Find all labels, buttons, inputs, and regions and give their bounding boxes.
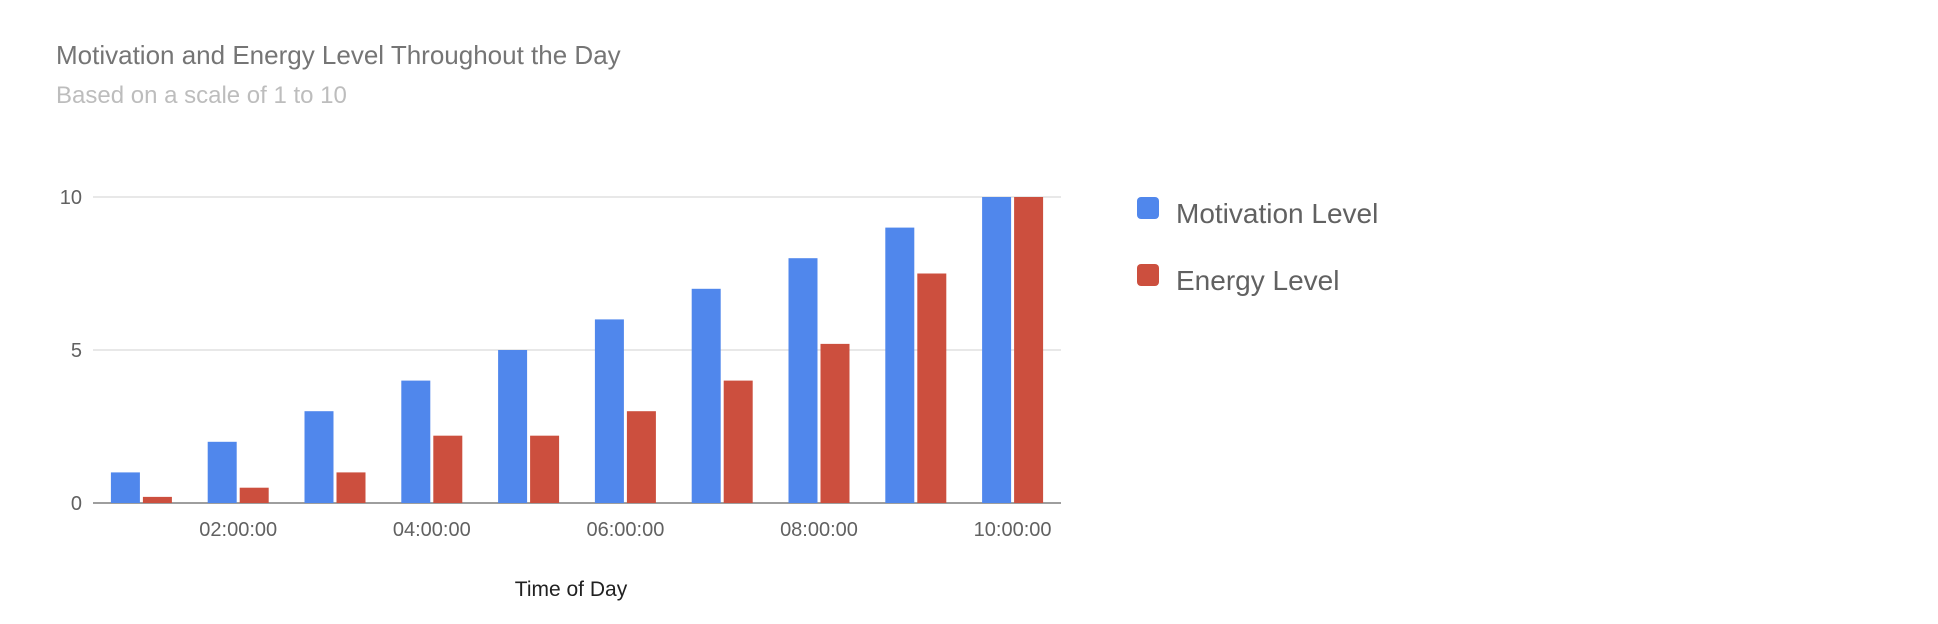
bar-motivation[interactable]	[594, 319, 624, 503]
bar-energy[interactable]	[530, 435, 560, 503]
x-axis-title: Time of Day	[515, 578, 628, 601]
bar-motivation[interactable]	[982, 197, 1012, 503]
legend-label-energy: Energy Level	[1176, 265, 1340, 296]
chart-title: Motivation and Energy Level Throughout t…	[56, 40, 621, 70]
x-tick-label: 04:00:00	[393, 519, 471, 541]
legend-item-energy[interactable]: Energy Level	[1137, 261, 1378, 301]
y-axis-ticks: 0 5 10	[60, 187, 82, 515]
y-tick-label: 0	[71, 493, 82, 515]
x-tick-label: 06:00:00	[586, 519, 664, 541]
x-tick-label: 02:00:00	[199, 519, 277, 541]
chart-subtitle: Based on a scale of 1 to 10	[56, 82, 347, 109]
y-tick-label: 5	[71, 340, 82, 362]
gridlines	[93, 196, 1061, 504]
bar-motivation[interactable]	[207, 441, 237, 503]
bar-motivation[interactable]	[788, 258, 818, 503]
bar-energy[interactable]	[723, 380, 753, 503]
bar-motivation[interactable]	[885, 227, 915, 503]
bar-energy[interactable]	[433, 435, 463, 503]
y-tick-label: 10	[60, 187, 82, 209]
bar-energy[interactable]	[917, 273, 947, 504]
legend-label-motivation: Motivation Level	[1176, 198, 1379, 229]
bar-energy[interactable]	[142, 496, 172, 503]
bar-energy[interactable]	[336, 472, 366, 503]
x-tick-label: 08:00:00	[780, 519, 858, 541]
x-tick-label: 10:00:00	[974, 519, 1052, 541]
bar-energy[interactable]	[1014, 197, 1044, 503]
legend-item-motivation[interactable]: Motivation Level	[1137, 194, 1378, 234]
bars	[110, 197, 1044, 504]
bar-energy[interactable]	[626, 411, 656, 503]
bar-motivation[interactable]	[304, 411, 334, 503]
bar-motivation[interactable]	[498, 350, 528, 503]
bar-motivation[interactable]	[691, 288, 721, 503]
legend-swatch-motivation	[1137, 197, 1159, 219]
legend-swatch-energy	[1137, 264, 1159, 286]
legend: Motivation Level Energy Level	[1137, 194, 1378, 328]
bar-energy[interactable]	[239, 487, 269, 503]
bar-energy[interactable]	[820, 343, 850, 503]
bar-motivation[interactable]	[110, 472, 140, 503]
bar-motivation[interactable]	[401, 380, 431, 503]
x-axis-ticks: 02:00:00 04:00:00 06:00:00 08:00:00 10:00:00	[199, 519, 1051, 541]
